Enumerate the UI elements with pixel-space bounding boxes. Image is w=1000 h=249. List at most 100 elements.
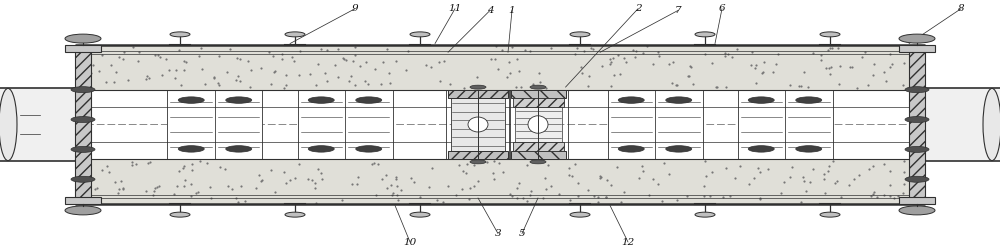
Circle shape (530, 85, 546, 89)
Text: 1: 1 (509, 6, 515, 15)
Point (884, 62, 900, 66)
Point (176, 59, 192, 62)
Point (752, 196, 768, 200)
Point (829, 179, 845, 183)
Point (618, 60, 634, 64)
Point (720, 52, 736, 56)
Point (130, 60, 146, 63)
Bar (0, 88, 80, 161)
Point (904, 174, 920, 178)
Point (606, 73, 622, 77)
Point (115, 186, 131, 190)
Point (861, 167, 877, 171)
Point (573, 65, 589, 69)
Point (224, 187, 240, 191)
Point (669, 83, 685, 87)
Point (535, 195, 551, 199)
Point (564, 174, 580, 178)
Point (194, 67, 210, 71)
Point (141, 76, 157, 80)
Point (110, 191, 126, 195)
Text: 8: 8 (958, 4, 964, 13)
Circle shape (178, 146, 204, 152)
Point (251, 173, 267, 177)
Point (254, 178, 270, 182)
Point (543, 46, 559, 50)
Point (697, 159, 713, 163)
Point (717, 54, 733, 58)
Point (851, 173, 867, 177)
Point (263, 168, 279, 172)
Point (146, 189, 162, 193)
Point (645, 62, 661, 66)
Point (813, 58, 829, 62)
Point (115, 187, 131, 191)
Point (863, 194, 879, 198)
Point (645, 177, 661, 181)
Point (816, 177, 832, 181)
Point (901, 175, 917, 179)
Point (266, 69, 282, 73)
Point (199, 162, 215, 166)
Point (650, 182, 666, 186)
Bar (655, 90, 702, 159)
Point (732, 164, 748, 168)
Point (232, 79, 248, 83)
Point (574, 71, 590, 75)
Point (878, 79, 894, 83)
Point (406, 180, 422, 184)
Point (125, 45, 141, 49)
Point (708, 85, 724, 89)
Point (508, 85, 524, 89)
Point (522, 49, 538, 53)
Point (841, 183, 857, 187)
Point (459, 162, 475, 166)
Point (470, 179, 486, 183)
Point (669, 198, 685, 202)
Point (746, 176, 762, 180)
Point (183, 194, 199, 198)
Bar (511, 90, 566, 98)
Bar (75, 45, 925, 90)
Point (364, 162, 380, 166)
Point (469, 75, 485, 79)
Point (319, 79, 335, 83)
Point (276, 86, 292, 90)
Point (724, 55, 740, 59)
Point (752, 197, 768, 201)
Point (145, 193, 161, 197)
Text: 14: 14 (21, 115, 35, 124)
Point (267, 69, 283, 73)
Point (267, 190, 283, 194)
Point (373, 82, 389, 86)
Point (820, 48, 836, 52)
Point (895, 190, 911, 194)
Point (833, 195, 849, 199)
Point (116, 50, 132, 54)
Point (616, 190, 632, 194)
Point (822, 46, 838, 50)
Point (511, 69, 527, 73)
Point (261, 50, 277, 54)
Point (330, 47, 346, 51)
Point (230, 74, 246, 78)
Point (661, 172, 677, 176)
Point (265, 54, 281, 58)
Point (486, 159, 502, 163)
Point (424, 167, 440, 171)
Point (522, 193, 538, 197)
Point (368, 193, 384, 197)
Point (366, 161, 382, 165)
Circle shape (178, 97, 204, 103)
Point (161, 68, 177, 72)
Point (389, 193, 405, 197)
Point (744, 50, 760, 54)
Point (665, 60, 681, 64)
Point (798, 189, 814, 193)
Point (206, 76, 222, 80)
Point (184, 162, 200, 166)
Point (291, 162, 307, 166)
Point (793, 84, 809, 88)
Point (729, 47, 745, 51)
Point (796, 179, 812, 183)
